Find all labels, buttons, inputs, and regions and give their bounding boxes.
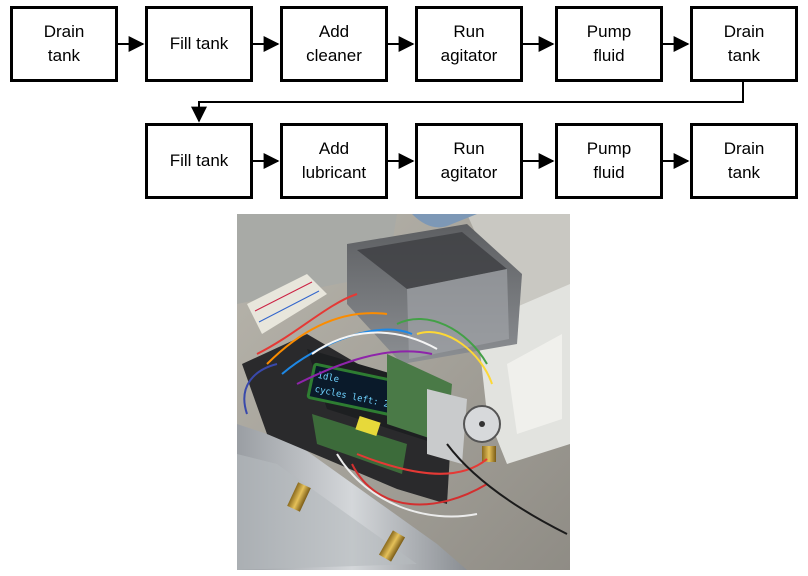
step-drain-tank-2: Drain tank <box>690 6 798 82</box>
step-fill-tank-2: Fill tank <box>145 123 253 199</box>
step-drain-tank-3: Drain tank <box>690 123 798 199</box>
breadboard <box>247 274 327 334</box>
device-photo: Idle cycles left: 234 <box>237 214 570 570</box>
flow-connectors <box>118 36 744 169</box>
lcd-line-1: Idle <box>317 371 340 385</box>
step-pump-fluid-2: Pump fluid <box>555 123 663 199</box>
step-drain-tank-1: Drain tank <box>10 6 118 82</box>
step-run-agitator-2: Run agitator <box>415 123 523 199</box>
step-fill-tank-1: Fill tank <box>145 6 253 82</box>
brass-fitting <box>378 530 406 562</box>
brass-fitting <box>287 482 311 512</box>
step-run-agitator-1: Run agitator <box>415 6 523 82</box>
step-add-lubricant: Add lubricant <box>280 123 388 199</box>
wrap-connector <box>191 82 744 123</box>
step-add-cleaner: Add cleaner <box>280 6 388 82</box>
step-pump-fluid-1: Pump fluid <box>555 6 663 82</box>
